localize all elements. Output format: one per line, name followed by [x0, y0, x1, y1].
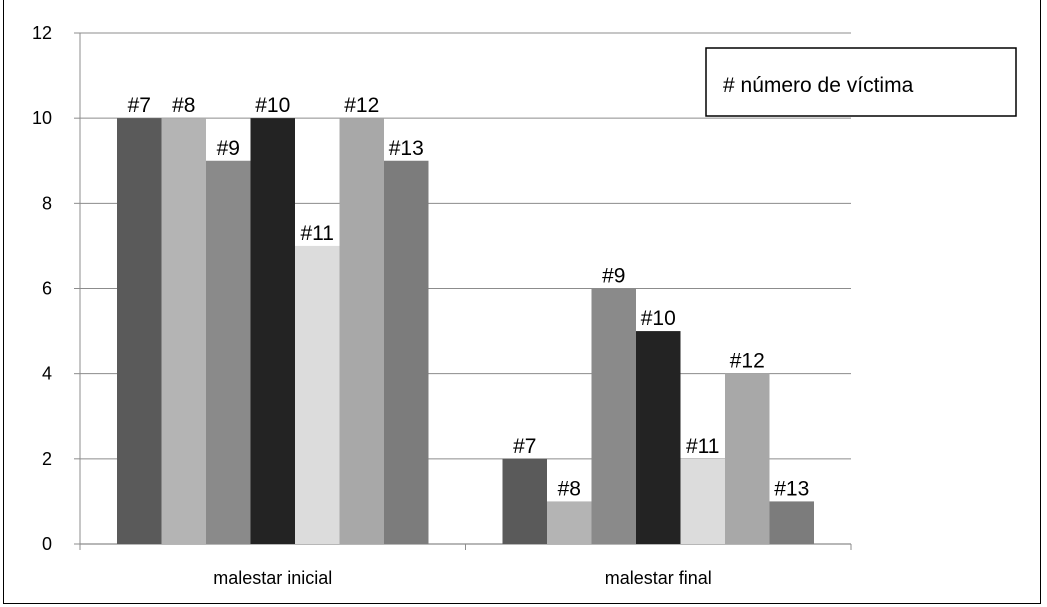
bar: [384, 160, 429, 544]
bar: [547, 501, 592, 544]
bar: [250, 118, 295, 545]
bar: [502, 458, 547, 544]
legend-text: # número de víctima: [723, 74, 914, 97]
chart-frame: [3, 0, 1041, 604]
bar-label: #10: [255, 94, 290, 117]
y-tick-label: 12: [32, 23, 52, 43]
bar: [117, 118, 162, 545]
y-tick-label: 4: [42, 364, 52, 384]
bar-label: #11: [301, 222, 334, 245]
legend-box: [705, 47, 1017, 117]
bar-label: #7: [128, 94, 151, 117]
y-tick-label: 10: [32, 108, 52, 128]
bar-label: #12: [344, 94, 379, 117]
bar-label: #13: [774, 477, 809, 500]
bar: [680, 458, 725, 544]
bar: [769, 501, 814, 544]
bar-label: #7: [513, 435, 536, 458]
x-category-label: malestar inicial: [213, 568, 332, 588]
bars: [117, 118, 814, 545]
bar-label: #10: [641, 307, 676, 330]
bar: [206, 160, 251, 544]
x-category-label: malestar final: [605, 568, 712, 588]
bar-label: #12: [730, 350, 765, 373]
y-tick-label: 8: [42, 193, 52, 213]
y-tick-label: 6: [42, 279, 52, 299]
bar-label: #9: [602, 265, 625, 288]
bar-labels: #7 #8 #9 #10 #11 #12 #13 #7 #8 #9 #10 #11 #12 #13: [128, 94, 810, 500]
legend: # número de víctima: [705, 47, 1017, 117]
bar-label: #8: [558, 477, 581, 500]
bar: [636, 331, 681, 544]
bar: [161, 118, 206, 545]
bar: [725, 373, 770, 544]
bar: [295, 245, 340, 544]
bar: [591, 288, 636, 544]
y-tick-label: 2: [42, 449, 52, 469]
bar-label: #8: [172, 94, 195, 117]
bar: [339, 118, 384, 545]
bar-label: #11: [686, 435, 719, 458]
bar-label: #9: [217, 137, 240, 160]
bar-label: #13: [389, 137, 424, 160]
y-tick-label: 0: [42, 534, 52, 554]
